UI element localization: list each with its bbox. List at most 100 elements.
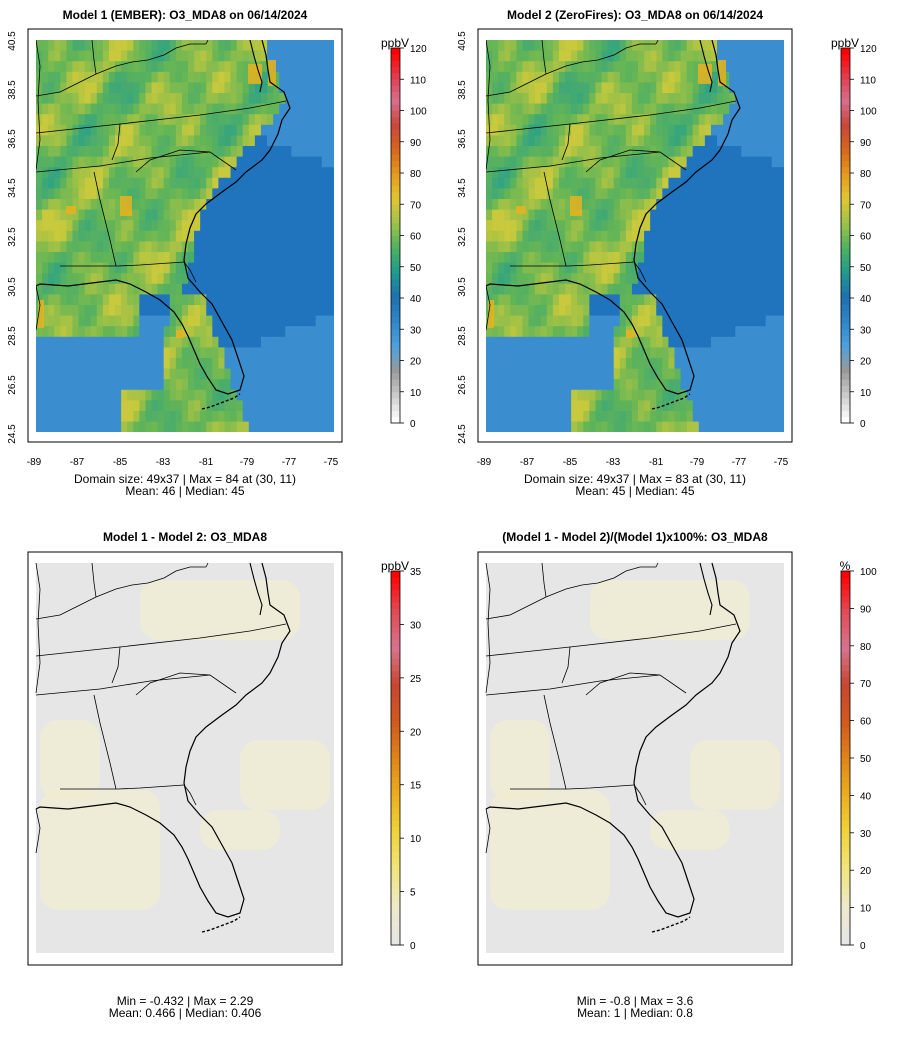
boundary-line: [131, 43, 206, 63]
boundary-line: [135, 149, 237, 173]
colorbar-tick-label: 20: [860, 866, 872, 877]
panel-title: (Model 1 - Model 2)/(Model 1)x100%: O3_M…: [502, 530, 768, 544]
lon-tick: -81: [199, 457, 214, 468]
boundary-line: [485, 562, 491, 694]
colorbar-tick-label: 60: [410, 232, 422, 243]
boundary-line: [485, 674, 661, 696]
boundary-line: [183, 261, 197, 283]
colorbar-tick-label: 80: [860, 642, 872, 653]
difference-tint: [200, 810, 280, 850]
colorbar-tick-label: 100: [860, 567, 877, 578]
panel-model1-ember: Model 1 (EMBER): O3_MDA8 on 06/14/2024 -…: [7, 8, 427, 498]
boundary-line: [485, 584, 583, 620]
lat-tick: 34.5: [457, 178, 468, 198]
ozone-hotspot: [120, 196, 132, 216]
lon-tick: -75: [774, 457, 789, 468]
lat-tick: 40.5: [7, 31, 18, 51]
lon-tick: -85: [563, 457, 578, 468]
panel-title: Model 1 - Model 2: O3_MDA8: [103, 530, 267, 544]
boundary-line: [111, 646, 121, 684]
lon-tick: -89: [477, 457, 492, 468]
colorbar-tick-label: 100: [410, 107, 427, 118]
boundary-line: [131, 566, 206, 586]
panel-title: Model 1 (EMBER): O3_MDA8 on 06/14/2024: [63, 8, 308, 22]
lon-tick: -77: [732, 457, 747, 468]
boundary-line: [36, 100, 287, 134]
panel-absolute-difference: Model 1 - Model 2: O3_MDA8 0 5 10 15 20 25 30 3…: [27, 530, 422, 1020]
lon-axis: -89 -87 -85 -83 -81 -79 -77 -75: [27, 457, 339, 468]
colorbar-tick-label: 120: [410, 44, 427, 55]
boundary-line: [633, 784, 647, 806]
difference-map: [477, 551, 793, 966]
ozone-hotspot: [268, 60, 276, 86]
boundary-line: [205, 562, 209, 568]
colorbar-tick-label: 110: [860, 75, 876, 86]
boundary-line: [36, 61, 133, 97]
colorbar-tick-label: 70: [860, 679, 872, 690]
panel-percent-difference: (Model 1 - Model 2)/(Model 1)x100%: O3_M…: [477, 530, 877, 1020]
colorbar-tick-label: 60: [860, 717, 872, 728]
lat-tick: 30.5: [7, 277, 18, 297]
colorbar-tick-label: 20: [410, 727, 422, 738]
ozone-hotspot: [626, 330, 634, 338]
o3-field: [36, 40, 334, 432]
ozone-hotspot: [66, 206, 76, 214]
colorbar-unit: ppbV: [381, 36, 409, 50]
difference-tint: [40, 720, 100, 800]
ozone-hotspot: [38, 300, 44, 328]
stats-line-1: Min = -0.432 | Max = 2.29: [117, 994, 254, 1008]
ozone-hotspot: [488, 300, 494, 328]
lat-axis: 24.5 26.5 28.5 30.5 32.5 34.5 36.5 38.5 …: [7, 31, 18, 444]
florida-keys: [201, 916, 241, 933]
boundary-line: [93, 171, 117, 267]
plot-frame: [477, 551, 793, 966]
boundary-line: [205, 40, 209, 45]
boundary-line: [561, 123, 571, 161]
colorbar-tick-label: 60: [860, 232, 872, 243]
panel-model2-zerofires: Model 2 (ZeroFires): O3_MDA8 on 06/14/20…: [457, 8, 877, 498]
lon-tick: -79: [240, 457, 255, 468]
boundary-line: [510, 261, 635, 267]
bay-shoreline: [249, 562, 263, 616]
colorbar-tick-label: 20: [860, 357, 872, 368]
colorbar-tick-label: 70: [860, 200, 872, 211]
lat-tick: 34.5: [7, 178, 18, 198]
ozone-hotspot: [248, 64, 262, 84]
boundary-line: [581, 566, 656, 586]
colorbar-tick-label: 0: [860, 419, 866, 430]
boundary-line: [91, 562, 97, 598]
lon-tick: -75: [324, 457, 339, 468]
boundary-line: [541, 40, 547, 75]
colorbar-tick-label: 35: [410, 567, 422, 578]
boundary-line: [485, 623, 737, 657]
colorbar-tick-label: 90: [860, 138, 872, 149]
colorbar-unit: ppbV: [381, 559, 409, 573]
difference-tint: [490, 720, 550, 800]
lon-tick: -89: [27, 457, 42, 468]
lon-tick: -81: [649, 457, 664, 468]
boundary-line: [655, 562, 659, 568]
lat-tick: 38.5: [7, 80, 18, 100]
colorbar-tick-label: 40: [860, 791, 872, 802]
boundary-line: [93, 694, 117, 790]
colorbar-tick-label: 30: [860, 325, 872, 336]
lat-axis: 24.5 26.5 28.5 30.5 32.5 34.5 36.5 38.5 …: [457, 31, 468, 444]
boundary-line: [485, 808, 491, 854]
florida-keys: [651, 393, 691, 410]
boundary-line: [486, 285, 491, 331]
boundary-line: [633, 261, 647, 283]
difference-tint: [140, 580, 300, 640]
boundary-line: [135, 672, 237, 696]
stats-line-2: Mean: 0.466 | Median: 0.406: [109, 1006, 262, 1020]
colorbar-tick-label: 100: [860, 107, 877, 118]
state-coast-boundaries: [485, 562, 741, 933]
lat-tick: 36.5: [7, 129, 18, 149]
colorbar-tick-label: 0: [860, 941, 866, 952]
lon-tick: -77: [282, 457, 297, 468]
boundary-line: [585, 672, 687, 696]
colorbar-tick-label: 15: [410, 781, 422, 792]
colorbar-tick-label: 120: [860, 44, 877, 55]
stats-line-1: Domain size: 49x37 | Max = 84 at (30, 11…: [74, 472, 296, 486]
